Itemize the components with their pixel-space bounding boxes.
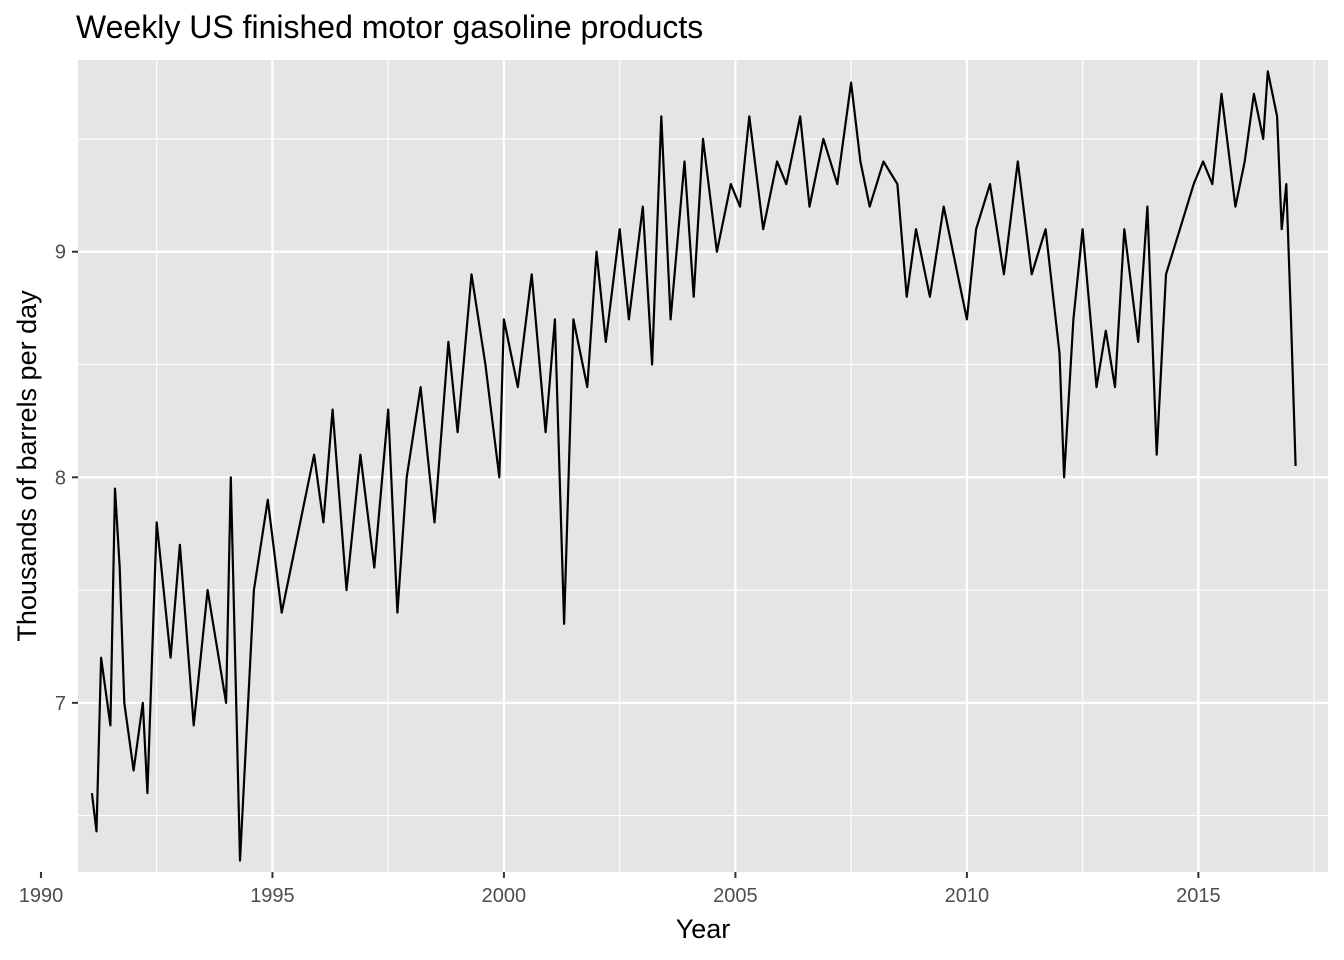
x-tick-label: 1995: [250, 885, 295, 907]
y-axis-title: Thousands of barrels per day: [12, 290, 42, 642]
x-axis: 1990 1995 2000 2005 2010 2015: [19, 872, 1221, 907]
plot-panel: [78, 60, 1328, 872]
grid-minor: [78, 60, 1328, 872]
y-tick-label: 8: [55, 467, 66, 489]
series-line: [90, 70, 1297, 862]
x-tick-label: 2000: [482, 885, 527, 907]
chart-title: Weekly US finished motor gasoline produc…: [76, 9, 703, 45]
x-tick-label: 2005: [713, 885, 758, 907]
y-tick-label: 7: [55, 693, 66, 715]
x-tick-label: 2015: [1176, 885, 1221, 907]
x-axis-title: Year: [676, 914, 731, 944]
y-tick-label: 9: [55, 242, 66, 264]
x-tick-label: 1990: [19, 885, 64, 907]
y-axis: 7 8 9: [55, 242, 78, 715]
grid-major: [39, 60, 1328, 872]
x-tick-label: 2010: [945, 885, 990, 907]
